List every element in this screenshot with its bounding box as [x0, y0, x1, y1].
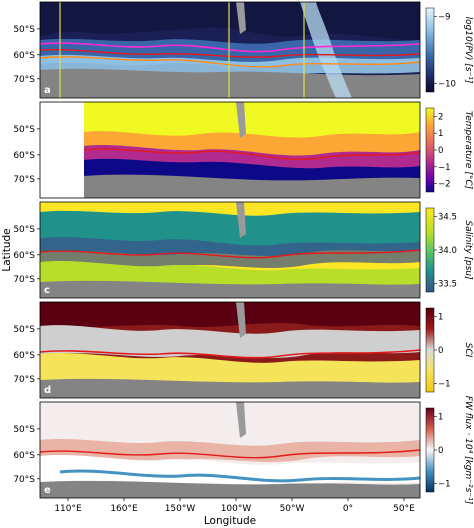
panel-letter: c: [44, 285, 50, 296]
panel-letter: a: [44, 85, 51, 96]
colorbar-c: [425, 207, 435, 293]
colorbar-b: [425, 107, 435, 193]
x-tick-label: 0°: [343, 504, 353, 514]
colorbar-label: SCI: [463, 343, 473, 358]
colorbar-label: FW flux · 10⁴ [kgm⁻²s⁻¹]: [463, 396, 473, 505]
colorbar-e: [425, 407, 435, 493]
colorbar-tick-label: 1: [438, 312, 443, 322]
y-tick-label: 70°S: [13, 375, 35, 385]
y-tick-label: 60°S: [13, 451, 35, 461]
colorbar-labels: log10(PV) [s⁻¹] Temperature [°C] Salinity …: [463, 17, 473, 505]
colorbar-tick-label: −10: [438, 80, 456, 90]
colorbar-tick-label: −1: [438, 480, 451, 490]
y-tick-label: 50°S: [13, 25, 35, 35]
colorbar-tick-label: −9: [438, 12, 451, 22]
x-tick-label: 150°W: [165, 504, 196, 514]
colorbar-tick-label: 0: [438, 446, 443, 456]
panel-letter: d: [44, 385, 51, 396]
colorbar-tick-label: 0: [438, 146, 443, 156]
panel-b: [40, 102, 420, 198]
x-axis-label: Longitude: [204, 515, 256, 527]
y-tick-label: 50°S: [13, 425, 35, 435]
x-tick-label: 50°W: [280, 504, 305, 514]
colorbar-a: [425, 7, 435, 93]
colorbar-label: log10(PV) [s⁻¹]: [463, 17, 473, 84]
colorbar-ticks: −9 −10 2 1 0 −1 −2 34.5 34.0 33.5 1 0 −1 1 0 −1: [434, 12, 457, 490]
x-tick-label: 110°E: [54, 504, 82, 514]
panel-labels: a b c d e: [44, 85, 51, 496]
y-tick-labels: 50°S 60°S 70°S 50°S 60°S 70°S 50°S 60°S 70°S 50°S…: [13, 25, 40, 485]
colorbar-tick-label: −1: [438, 380, 451, 390]
colorbar-tick-label: 33.5: [438, 280, 457, 290]
y-tick-label: 70°S: [13, 175, 35, 185]
y-tick-label: 50°S: [13, 325, 35, 335]
colorbar-tick-label: 1: [438, 129, 443, 139]
x-tick-label: 160°E: [110, 504, 138, 514]
y-tick-label: 60°S: [13, 251, 35, 261]
panel-letter: b: [44, 185, 51, 196]
panel-letter: e: [44, 485, 51, 496]
y-tick-label: 70°S: [13, 75, 35, 85]
y-tick-label: 50°S: [13, 125, 35, 135]
panel-d: [40, 302, 420, 398]
y-tick-label: 50°S: [13, 225, 35, 235]
colorbar-tick-label: −2: [438, 180, 451, 190]
panel-a: [40, 2, 420, 98]
y-tick-label: 70°S: [13, 275, 35, 285]
x-tick-label: 100°W: [221, 504, 252, 514]
colorbar-tick-label: 34.0: [438, 246, 457, 256]
x-tick-label: 50°E: [393, 504, 415, 514]
y-tick-label: 60°S: [13, 351, 35, 361]
colorbar-label: Salinity [psu]: [463, 220, 473, 280]
y-tick-label: 60°S: [13, 51, 35, 61]
panel-c: [40, 202, 420, 298]
panel-e: [40, 402, 420, 498]
colorbar-tick-label: 1: [438, 412, 443, 422]
x-tick-labels: 110°E 160°E 150°W 100°W 50°W 0° 50°E: [54, 498, 415, 514]
colorbar-tick-label: 2: [438, 112, 443, 122]
y-tick-label: 60°S: [13, 151, 35, 161]
colorbar-label: Temperature [°C]: [463, 111, 473, 190]
colorbar-tick-label: −1: [438, 163, 451, 173]
colorbar-tick-label: 0: [438, 346, 443, 356]
colorbar-tick-label: 34.5: [438, 212, 457, 222]
y-axis-label: Latitude: [1, 228, 13, 271]
y-tick-label: 70°S: [13, 475, 35, 485]
colorbar-d: [425, 307, 435, 393]
